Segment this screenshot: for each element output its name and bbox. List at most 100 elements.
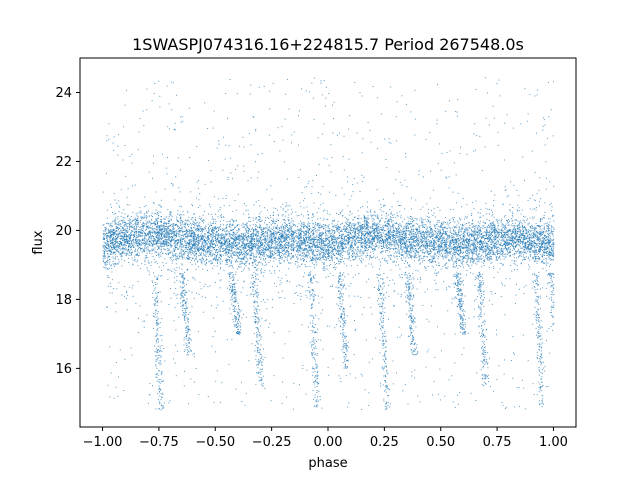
data-point [279,253,281,255]
data-point [268,242,270,244]
data-point [519,251,521,253]
data-point [353,240,355,242]
data-point [351,255,353,257]
data-point [497,233,499,235]
data-point [226,263,228,265]
data-point [538,225,539,227]
data-point [176,225,178,227]
data-point [369,210,371,212]
data-point [406,262,408,264]
data-point [454,232,456,233]
data-point [188,220,190,222]
data-point [282,238,284,240]
data-point [272,247,274,249]
data-point [210,246,212,248]
data-point [494,228,496,230]
data-point [195,242,197,244]
data-point [440,268,442,270]
data-point [258,248,260,250]
data-point [136,241,138,243]
data-point [489,231,491,233]
data-point [182,240,183,242]
data-point [472,262,474,264]
data-point [552,235,554,237]
data-point [323,269,325,271]
data-point [135,248,136,250]
data-point [542,232,544,234]
data-point [460,243,462,245]
data-point [325,229,326,231]
data-point [532,250,534,252]
data-point [107,238,108,240]
data-point [195,259,197,260]
data-point [246,226,248,228]
data-point [537,260,539,262]
data-point [316,256,318,258]
data-point [497,253,499,254]
data-point [536,227,537,229]
data-point [238,237,240,239]
data-point [320,257,321,259]
data-point [198,230,200,232]
data-point [281,230,283,232]
data-point [521,262,522,264]
data-point [464,240,466,242]
data-point [387,242,388,244]
data-point [357,218,359,219]
data-point [261,249,263,251]
data-point [232,257,233,259]
data-point [182,246,184,248]
data-point [451,249,453,251]
data-point [508,239,510,241]
data-point [482,235,484,237]
data-point [543,217,545,219]
data-point [192,240,194,242]
data-point [456,234,458,236]
data-point [431,259,433,261]
data-point [428,212,429,214]
data-point [334,237,336,239]
data-point [367,218,369,220]
data-point [136,231,138,232]
data-point [244,262,246,264]
data-point [354,216,356,218]
data-point [200,240,202,242]
data-point [170,218,172,220]
data-point [383,240,385,242]
data-point [153,236,154,237]
data-point [428,251,430,252]
data-point [311,229,313,231]
data-point [396,242,398,244]
data-point [336,241,338,243]
data-point [385,250,387,251]
data-point [334,231,336,233]
data-point [151,249,153,251]
data-point [528,268,530,270]
data-point [262,239,264,241]
data-point [344,243,346,245]
data-point [252,233,254,235]
data-point [240,266,242,268]
data-point [469,237,471,239]
data-point [135,242,137,244]
data-point [379,234,381,236]
scatter-points [102,77,555,411]
data-point [503,239,505,241]
data-point [253,241,255,242]
data-point [486,226,488,228]
data-point [347,224,349,226]
data-point [532,230,534,232]
data-point [265,217,266,219]
data-point [242,237,244,239]
data-point [261,263,263,265]
data-point [270,219,272,221]
data-point [157,234,159,236]
data-point [523,246,524,248]
data-point [248,217,249,219]
data-point [360,217,362,219]
data-point [392,233,394,235]
data-point [181,221,183,223]
data-point [330,256,332,258]
data-point [231,234,233,236]
data-point [359,231,361,233]
